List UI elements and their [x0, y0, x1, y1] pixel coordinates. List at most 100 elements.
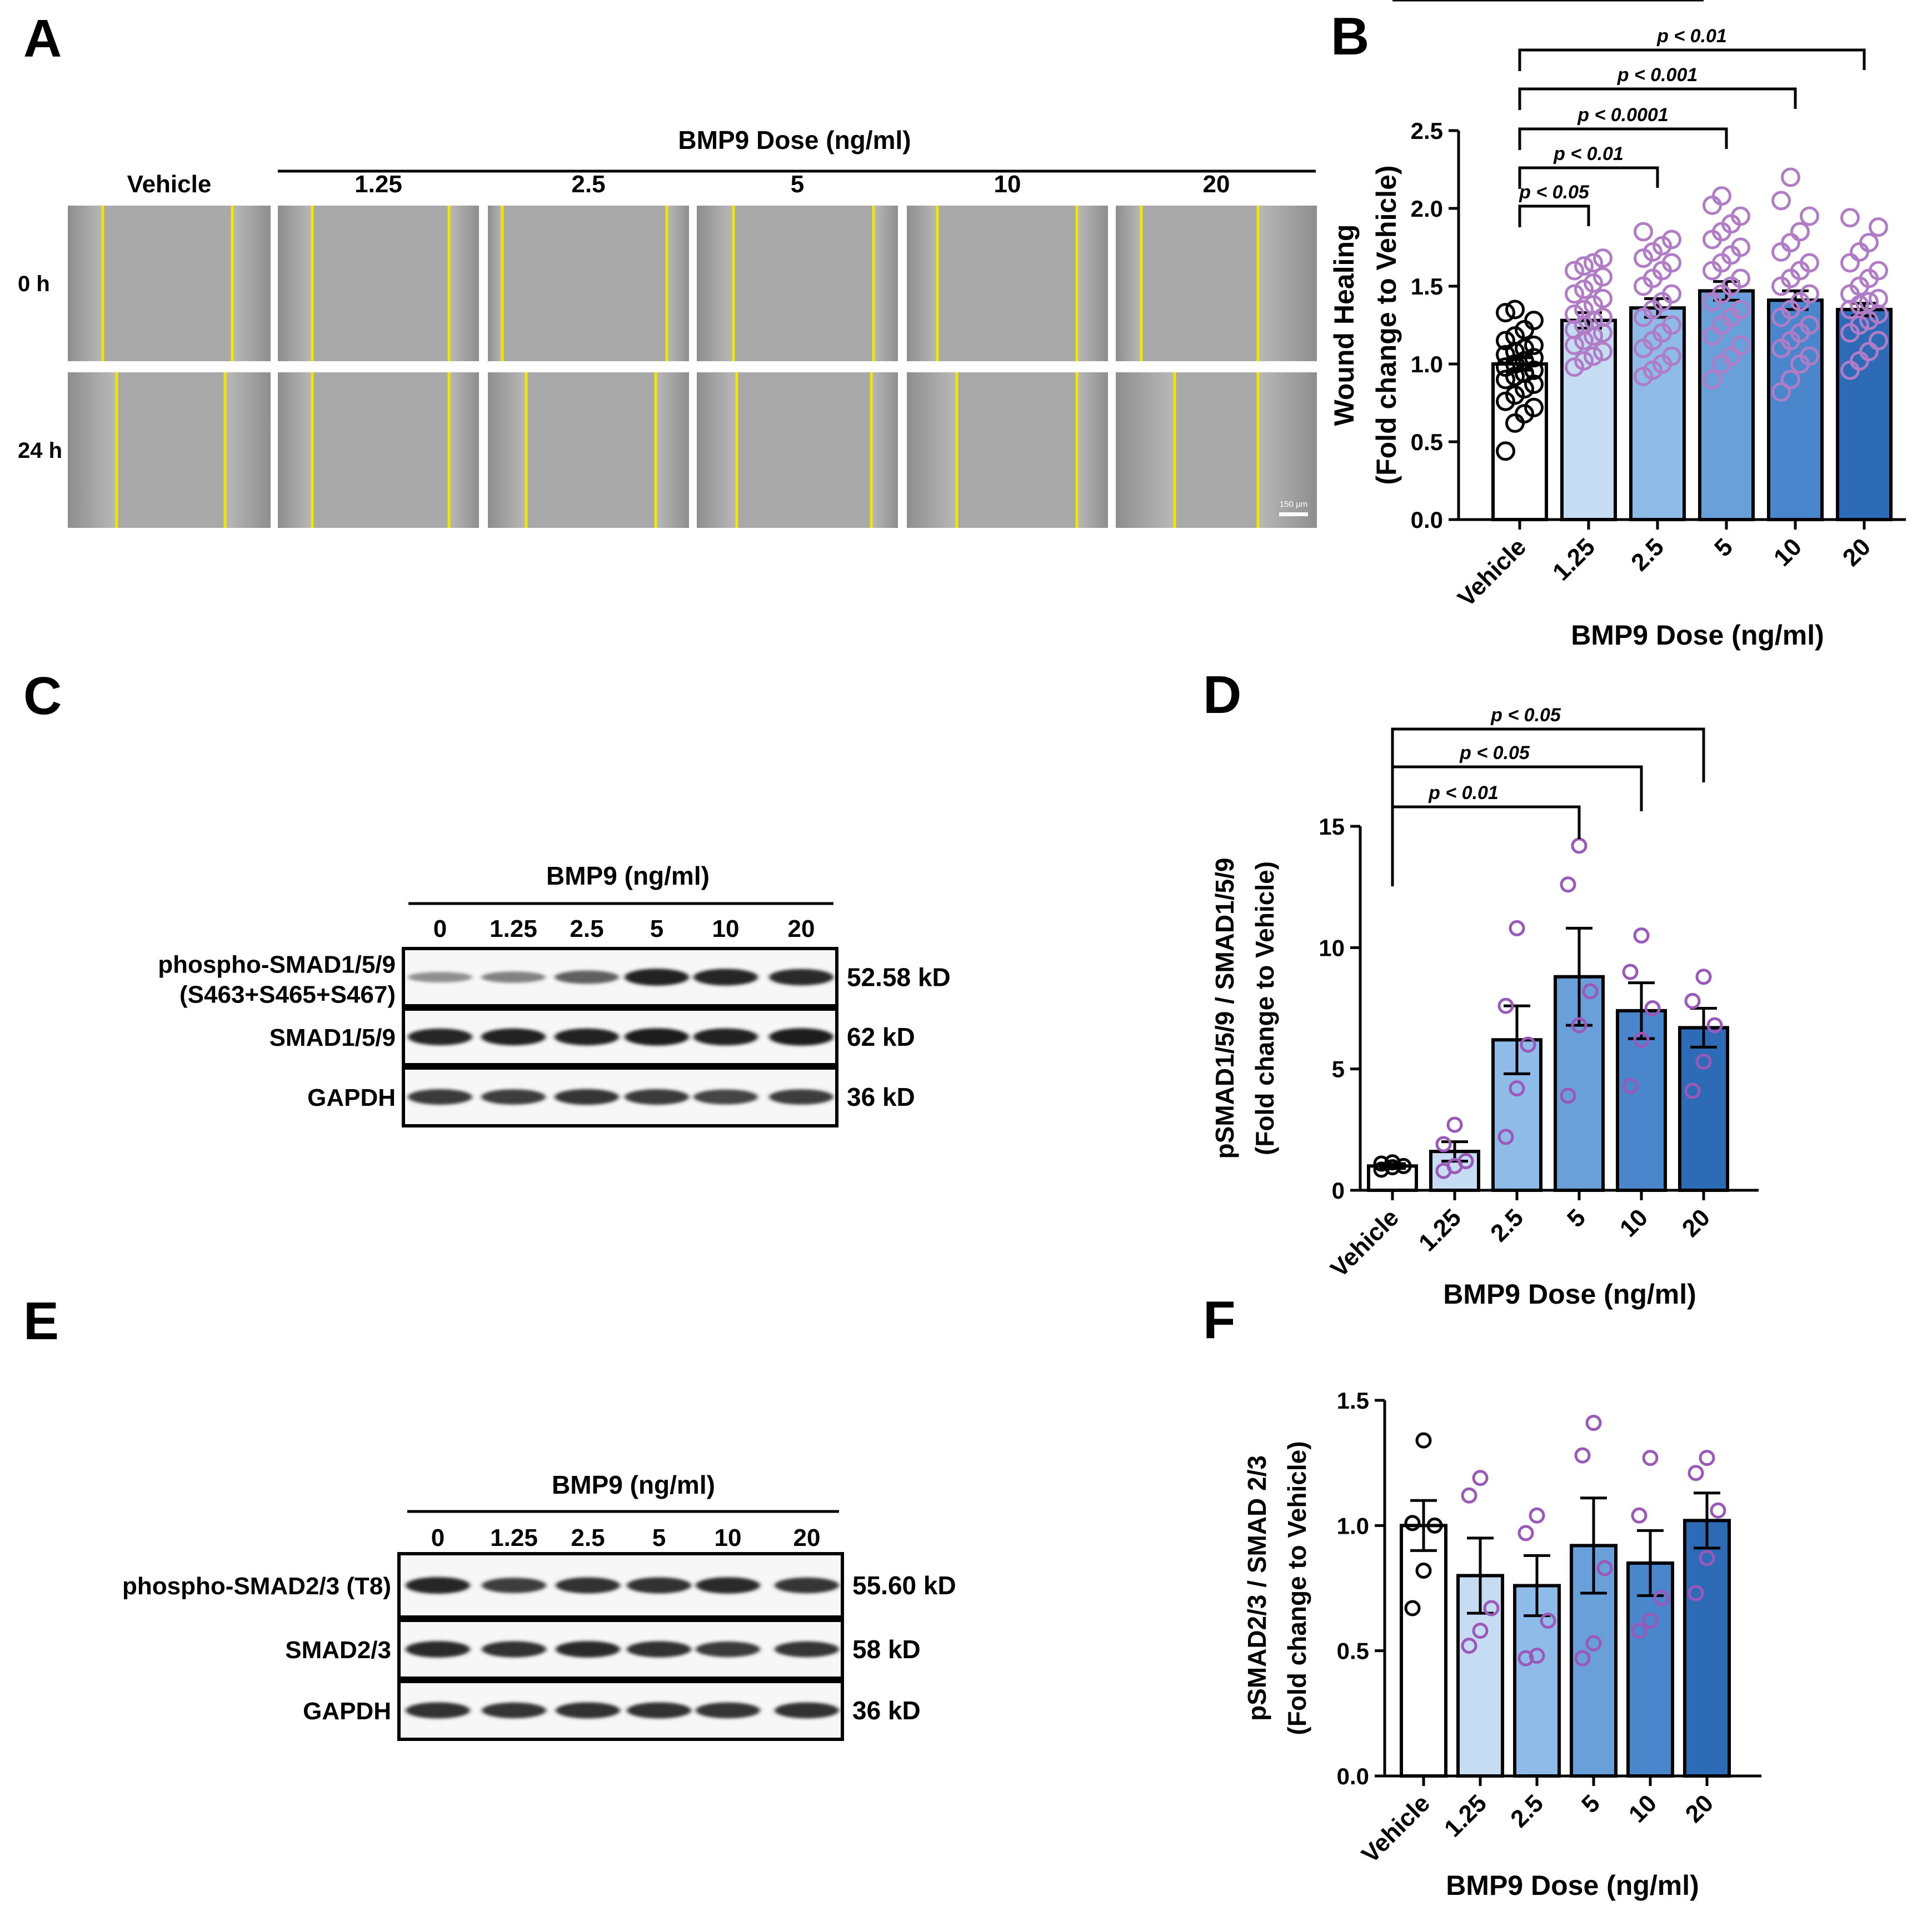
- y-axis-title: (Fold change to Vehicle): [1250, 861, 1279, 1155]
- p-value-label: p < 0.05: [1519, 182, 1590, 203]
- y-tick-label: 0.0: [1337, 1763, 1369, 1789]
- bracket-line: [1518, 204, 1590, 227]
- panel-f-chart: F 0.0 0.5 1.0 1.5 Vehicle 1.25 2.5 5 10 20 BMP9 Dos…: [1203, 1290, 1761, 1901]
- blot-band: [555, 1028, 619, 1046]
- blot-strip: GAPDH 36 kD: [303, 1680, 921, 1741]
- micrograph: [68, 206, 271, 361]
- data-point: [1574, 256, 1594, 276]
- bar: [1678, 1026, 1729, 1192]
- lane-labels: 0 1.25 2.5 5 10 20: [431, 1524, 821, 1551]
- data-point: [1435, 1136, 1452, 1152]
- x-tick-label: Vehicle: [1452, 533, 1531, 612]
- molecular-weight: 62 kD: [847, 1022, 915, 1051]
- cell-layer-left: [68, 206, 103, 361]
- column-label: 1.25: [355, 171, 402, 198]
- blot-band: [627, 1641, 691, 1658]
- data-point: [1565, 261, 1584, 281]
- y-tick-label: 1.0: [1411, 351, 1443, 377]
- data-point: [1684, 1082, 1701, 1099]
- data-point: [1703, 195, 1722, 215]
- blot-band: [769, 1089, 833, 1105]
- data-point: [1633, 1031, 1650, 1048]
- row-label: 0 h: [18, 272, 50, 296]
- blot-band: [627, 1577, 691, 1594]
- data-point: [1622, 964, 1639, 980]
- data-point: [1771, 382, 1791, 402]
- p-value-label: p < 0.001: [1617, 64, 1698, 86]
- micrograph: [278, 206, 479, 361]
- data-point: [1781, 167, 1800, 187]
- x-axis-title: BMP9 Dose (ng/ml): [1571, 620, 1824, 651]
- micrograph: [1116, 206, 1317, 361]
- data-point: [1869, 288, 1888, 308]
- data-point: [1688, 1465, 1704, 1481]
- y-axis-title: pSMAD2/3 / SMAD 2/3: [1242, 1455, 1271, 1721]
- blot-strip: SMAD1/5/9 62 kD: [269, 1007, 915, 1066]
- lane-label: 10: [712, 915, 740, 942]
- data-point: [1373, 1161, 1390, 1178]
- blot-band: [696, 1702, 760, 1719]
- blot-band: [696, 1577, 760, 1594]
- y-tick-label: 2.0: [1411, 196, 1443, 222]
- blot-frame: [397, 1619, 844, 1680]
- p-value-label: p < 0.01: [1553, 143, 1624, 164]
- data-point: [1593, 267, 1613, 287]
- data-point: [1800, 253, 1819, 273]
- cell-layer-left: [68, 372, 117, 528]
- bar: [1683, 1519, 1731, 1778]
- y-axis-title: (Fold change to Vehicle): [1371, 165, 1402, 485]
- blot-band: [769, 1028, 833, 1046]
- data-point: [1859, 233, 1879, 253]
- x-tick-label: 2.5: [1485, 1204, 1529, 1247]
- blot-frame: [402, 1007, 838, 1066]
- data-point: [1631, 1623, 1648, 1639]
- scale-bar-label: 150 µm: [1280, 500, 1307, 509]
- treatment-label: BMP9 (ng/ml): [552, 1470, 715, 1499]
- bar: [1626, 1561, 1674, 1778]
- significance-bracket: p < 0.01: [1518, 143, 1659, 189]
- data-point: [1869, 331, 1888, 351]
- significance-bracket: p < 0.01: [1391, 782, 1581, 886]
- blot-band: [625, 1028, 689, 1046]
- p-value-label: p < 0.05: [1490, 705, 1561, 726]
- cell-layer-right: [667, 206, 689, 361]
- data-point: [1710, 1502, 1726, 1519]
- treatment-label: BMP9 (ng/ml): [546, 861, 710, 890]
- blot-band: [556, 1641, 620, 1658]
- x-tick-label: Vehicle: [1356, 1789, 1435, 1868]
- blot-band: [625, 1089, 689, 1105]
- bracket-line: [1518, 87, 1797, 110]
- data-point: [1496, 357, 1515, 377]
- panel-e: E BMP9 (ng/ml) 0 1.25 2.5 5 10 20 phospho-SMA…: [23, 1291, 956, 1741]
- x-tick-label: 1.25: [1547, 533, 1600, 586]
- blot-band: [693, 969, 758, 986]
- blot-name: phospho-SMAD1/5/9: [158, 951, 396, 979]
- lane-labels: 0 1.25 2.5 5 10 20: [433, 915, 815, 942]
- lane-label: 20: [788, 915, 815, 942]
- panel-c: C BMP9 (ng/ml) 0 1.25 2.5 5 10 20 phospho-SMA…: [23, 666, 951, 1127]
- data-point: [1457, 1153, 1474, 1170]
- data-point: [1593, 307, 1613, 327]
- data-point: [1644, 1000, 1661, 1016]
- data-point: [1517, 1525, 1534, 1541]
- cell-layer-right: [1258, 372, 1317, 528]
- y-tick-label: 0: [1332, 1177, 1345, 1204]
- cell-layer-left: [907, 206, 937, 361]
- micrograph: [278, 372, 479, 528]
- y-tick-label: 5: [1332, 1056, 1345, 1082]
- data-point: [1800, 346, 1819, 366]
- cell-layer-left: [697, 372, 737, 528]
- blot-band: [406, 1577, 470, 1594]
- y-tick-label: 15: [1319, 814, 1345, 840]
- cell-layer-left: [1116, 206, 1141, 361]
- data-point: [1461, 1638, 1477, 1654]
- cell-layer-left: [278, 206, 312, 361]
- x-tick-label: 10: [1615, 1204, 1653, 1242]
- bracket-line: [1518, 166, 1659, 189]
- data-point: [1426, 1517, 1443, 1534]
- blot-band: [408, 972, 472, 982]
- data-point: [1712, 186, 1731, 206]
- cell-layer-right: [449, 372, 479, 528]
- data-point: [1721, 346, 1741, 366]
- data-point: [1497, 997, 1514, 1014]
